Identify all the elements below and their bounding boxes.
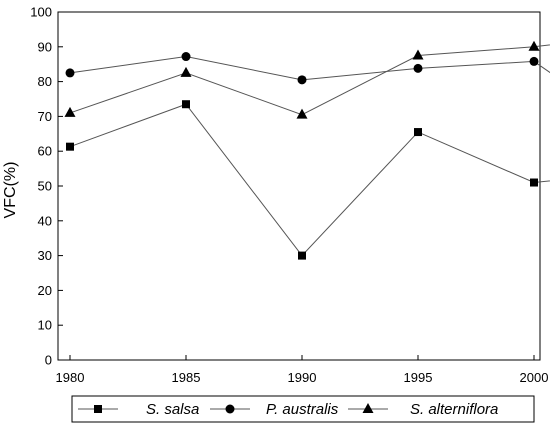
y-tick-label: 30: [38, 248, 52, 263]
data-point-s-alterniflora: [412, 49, 424, 60]
legend-box: [71, 395, 535, 423]
data-point-s-salsa: [298, 251, 306, 260]
legend-marker-p-australis: [225, 404, 235, 414]
data-point-s-salsa: [66, 142, 74, 151]
series-line-s-salsa: [69, 103, 550, 257]
legend-label-p-australis: P. australis: [266, 401, 339, 418]
data-point-p-australis: [297, 75, 307, 85]
legend-label-s-alterniflora: S. alterniflora: [410, 401, 498, 418]
y-tick-label: 90: [38, 39, 52, 54]
y-tick-label: 80: [38, 74, 52, 89]
x-tick-label: 2000: [520, 370, 549, 385]
y-tick-label: 20: [38, 283, 52, 298]
data-point-s-alterniflora: [528, 40, 540, 51]
data-point-s-alterniflora: [296, 108, 308, 119]
legend-marker-s-alterniflora: [362, 403, 374, 413]
y-tick-label: 50: [38, 179, 52, 194]
series-line-s-alterniflora: [69, 44, 550, 116]
x-tick-label: 1995: [404, 370, 433, 385]
x-tick-label: 1980: [56, 370, 85, 385]
legend-label-s-salsa: S. salsa: [146, 401, 199, 418]
data-point-p-australis: [529, 56, 539, 66]
data-point-s-alterniflora: [64, 106, 76, 117]
y-tick-label: 0: [45, 353, 52, 368]
y-tick-label: 60: [38, 144, 52, 159]
data-point-p-australis: [413, 63, 423, 73]
data-point-s-alterniflora: [180, 66, 192, 77]
y-axis-title: VFC(%): [2, 162, 19, 219]
x-tick-label: 1990: [288, 370, 317, 385]
y-tick-label: 100: [30, 5, 52, 20]
data-point-s-salsa: [414, 128, 422, 137]
data-point-p-australis: [65, 68, 75, 78]
y-tick-label: 10: [38, 318, 52, 333]
x-tick-label: 1985: [172, 370, 201, 385]
y-tick-label: 70: [38, 109, 52, 124]
data-point-p-australis: [181, 52, 191, 62]
data-point-s-salsa: [182, 100, 190, 109]
legend-marker-s-salsa: [94, 405, 102, 413]
series-line-p-australis: [69, 56, 550, 81]
y-tick-label: 40: [38, 213, 52, 228]
data-point-s-salsa: [530, 178, 538, 187]
